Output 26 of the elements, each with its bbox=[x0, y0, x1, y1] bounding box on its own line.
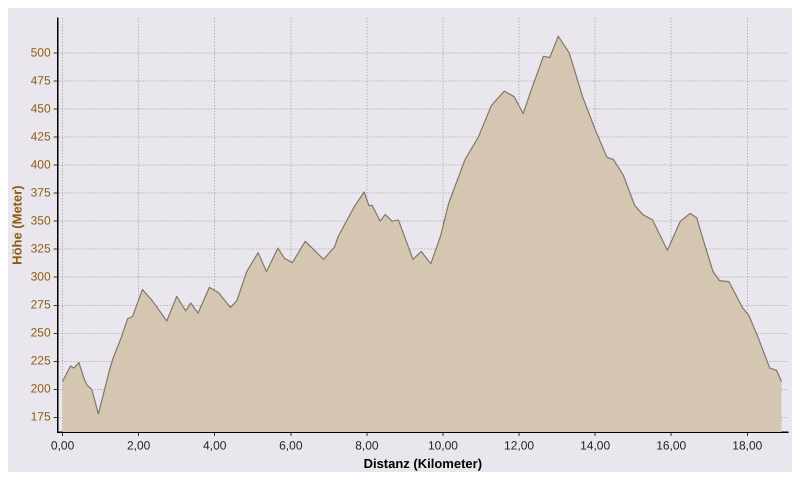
x-tick-label: 6,00 bbox=[279, 438, 303, 453]
y-tick-label: 475 bbox=[30, 73, 51, 88]
x-tick-label: 18,00 bbox=[732, 438, 763, 453]
y-tick-label: 200 bbox=[30, 382, 51, 396]
y-tick-label: 350 bbox=[30, 213, 51, 228]
x-tick-label: 2,00 bbox=[126, 438, 151, 453]
y-tick-label: 275 bbox=[30, 298, 51, 312]
x-tick-label: 12,00 bbox=[504, 438, 534, 453]
y-axis-title: Höhe (Meter) bbox=[9, 185, 24, 265]
y-tick-label: 375 bbox=[30, 185, 51, 200]
x-axis-title: Distanz (Kilometer) bbox=[364, 456, 482, 471]
x-tick-label: 4,00 bbox=[203, 438, 227, 453]
x-tick-label: 10,00 bbox=[428, 438, 458, 453]
y-tick-label: 400 bbox=[30, 157, 51, 172]
y-tick-label: 300 bbox=[30, 270, 51, 284]
y-tick-label: 250 bbox=[30, 326, 51, 340]
x-tick-label: 8,00 bbox=[355, 438, 379, 453]
y-tick-label: 325 bbox=[30, 242, 51, 256]
x-tick-label: 16,00 bbox=[656, 438, 687, 453]
y-tick-label: 225 bbox=[30, 354, 51, 368]
y-tick-label: 500 bbox=[30, 45, 51, 60]
y-tick-label: 450 bbox=[30, 101, 51, 116]
x-tick-label: 0,00 bbox=[50, 438, 75, 453]
y-tick-label: 175 bbox=[30, 410, 51, 424]
x-tick-label: 14,00 bbox=[580, 438, 610, 453]
y-tick-label: 425 bbox=[30, 129, 51, 144]
